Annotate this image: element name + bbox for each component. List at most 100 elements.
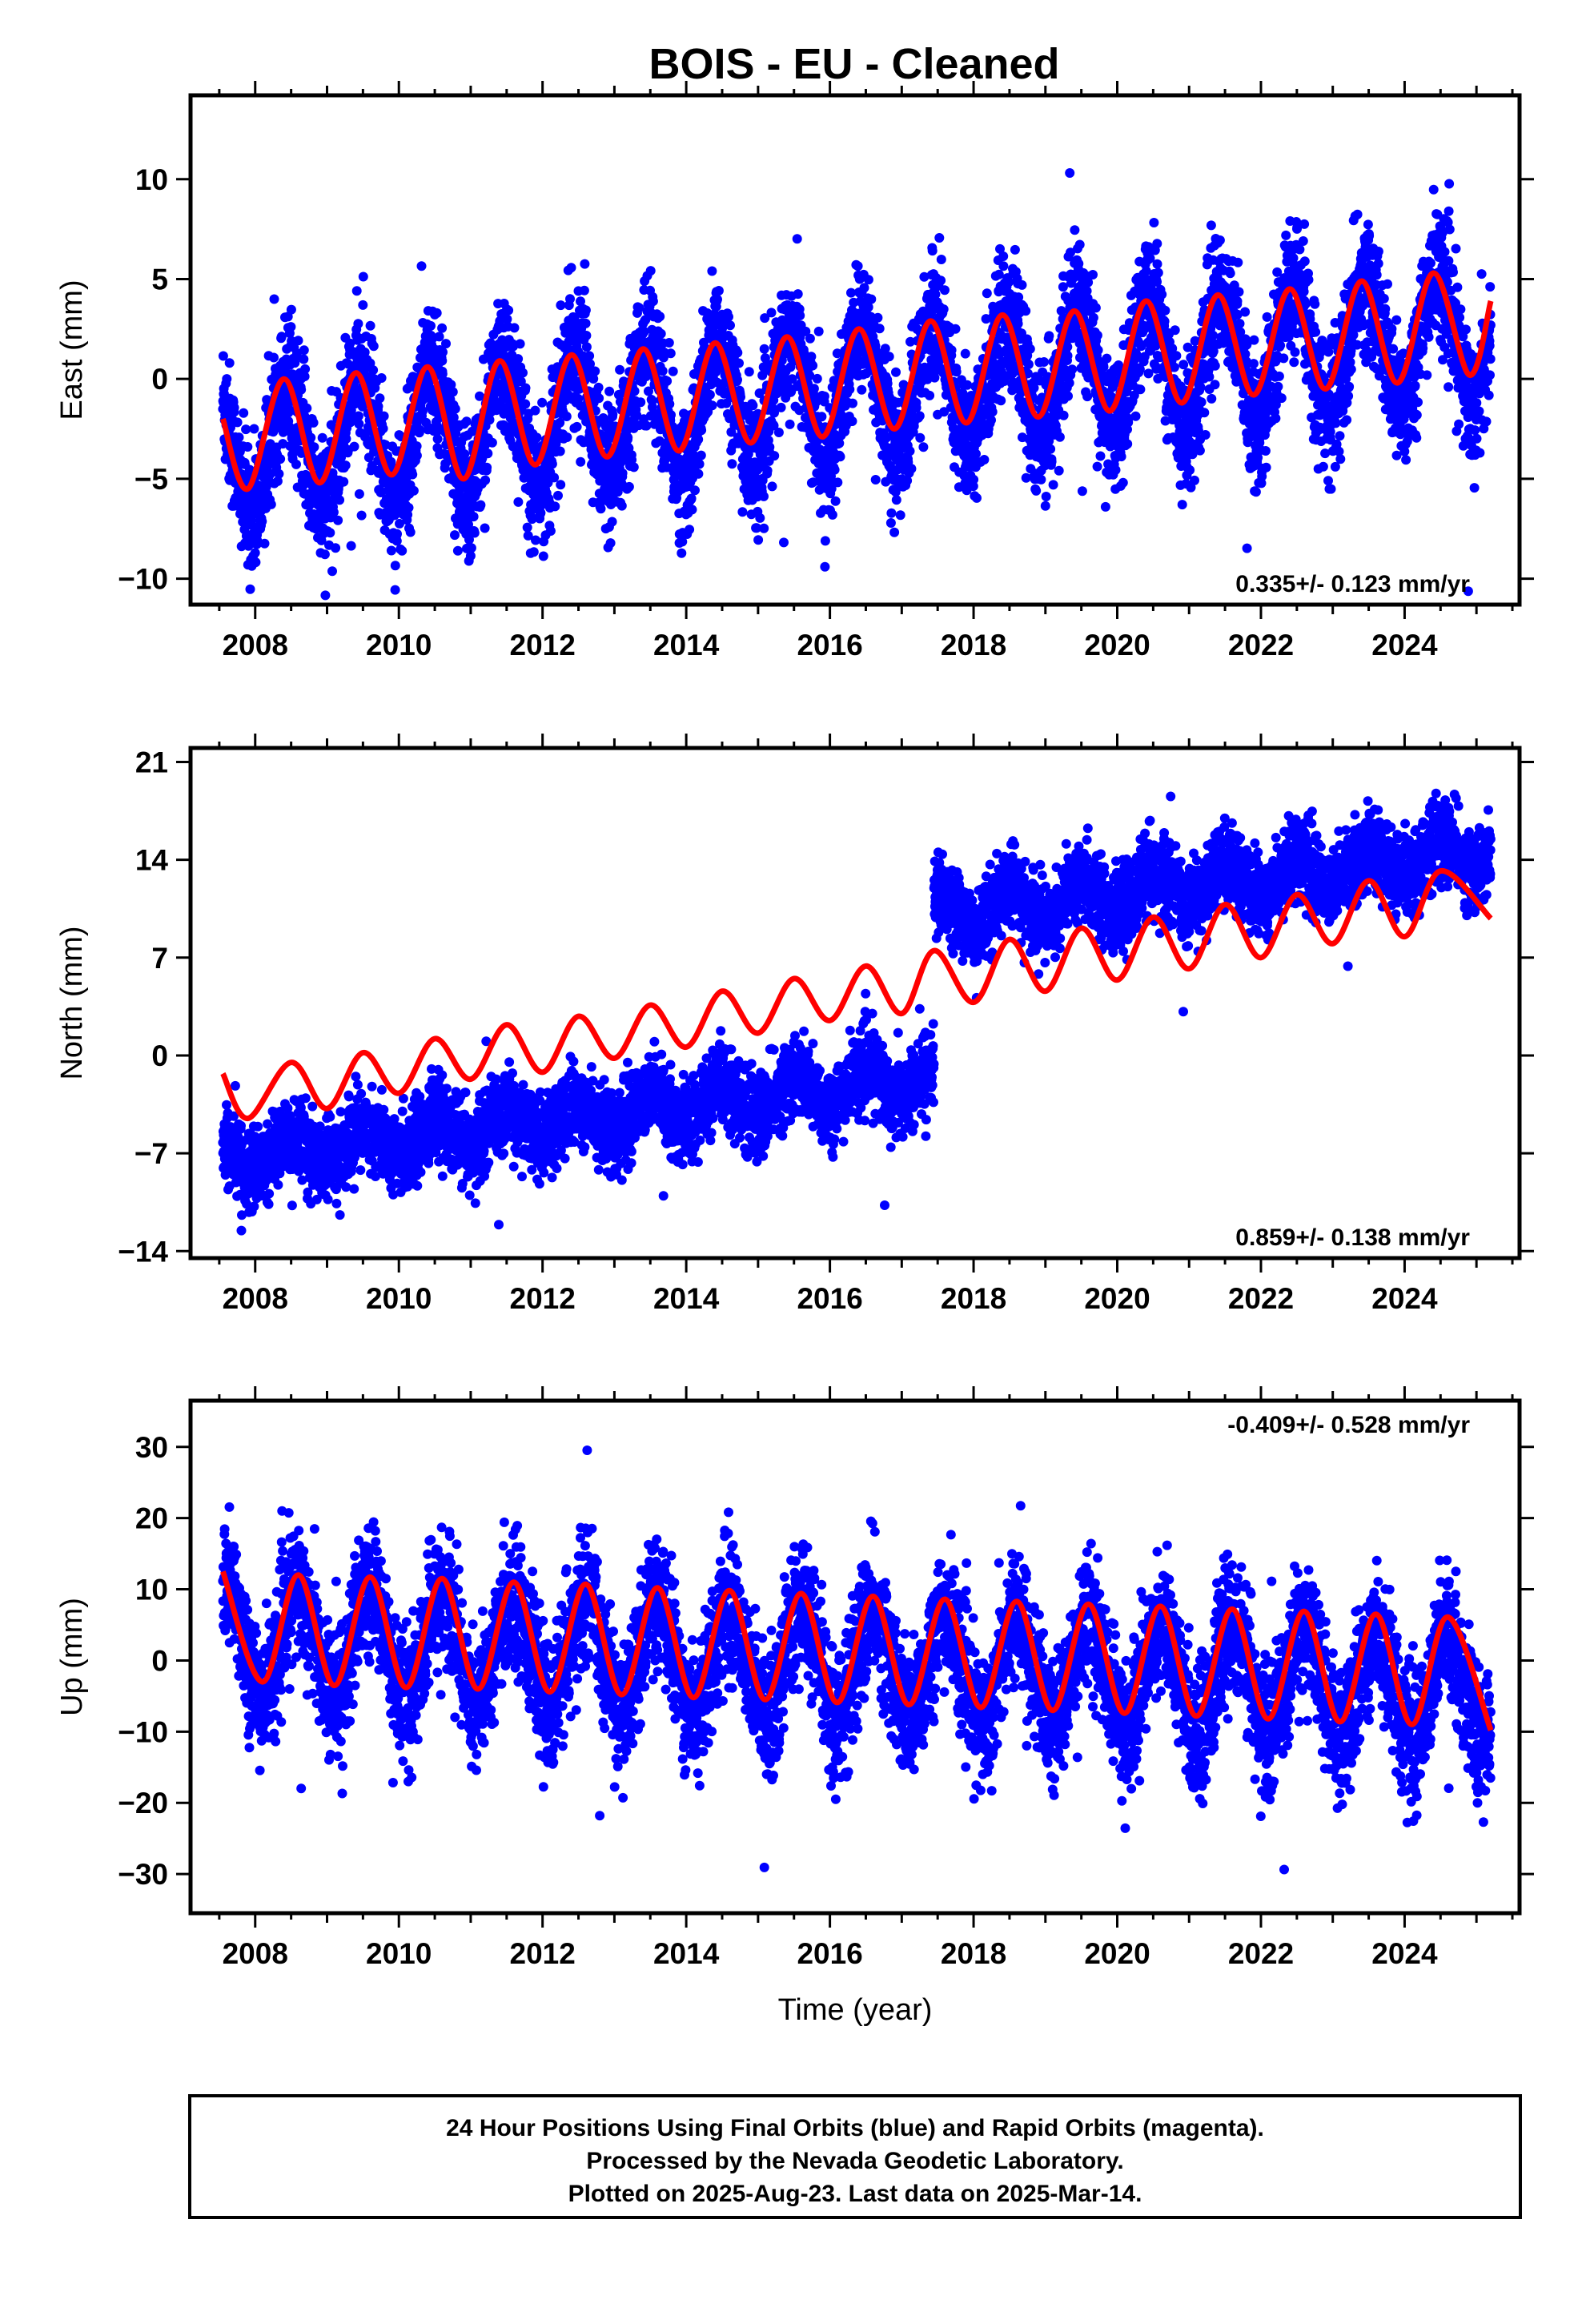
east-data-point: [275, 454, 286, 464]
east-data-point: [866, 294, 877, 304]
east-data-point: [251, 557, 261, 568]
east-data-point: [1025, 344, 1035, 354]
east-data-point: [569, 314, 580, 324]
east-data-point: [269, 352, 279, 363]
figure-title: BOIS - EU - Cleaned: [648, 40, 1059, 88]
east-data-point: [415, 424, 424, 435]
east-data-point: [341, 434, 351, 444]
east-data-point: [269, 294, 279, 304]
east-data-point: [572, 421, 582, 432]
east-data-point: [1074, 259, 1084, 269]
east-data-point: [245, 584, 255, 594]
east-data-point: [808, 360, 818, 371]
east-data-point: [229, 403, 239, 412]
east-data-point: [243, 442, 253, 452]
east-data-point: [1066, 247, 1075, 258]
east-data-point: [776, 402, 786, 412]
east-data-point: [265, 468, 275, 479]
east-data-point: [685, 525, 695, 535]
east-data-point: [375, 488, 386, 497]
east-data-point: [645, 266, 656, 276]
east-data-point: [693, 434, 704, 444]
east-data-point: [813, 326, 824, 336]
east-data-point: [378, 424, 388, 434]
east-data-point: [308, 417, 319, 428]
east-data-point: [1185, 465, 1195, 475]
east-data-point: [664, 338, 674, 348]
east-data-point: [336, 452, 346, 463]
east-data-point: [1153, 267, 1163, 278]
east-data-point: [1074, 239, 1085, 250]
east-data-point: [1152, 239, 1162, 249]
east-data-point: [484, 415, 495, 425]
east-data-point: [555, 417, 565, 428]
east-data-point: [891, 495, 901, 505]
east-data-point: [1041, 492, 1051, 501]
east-data-point: [561, 412, 572, 421]
east-data-point: [940, 285, 950, 296]
east-data-point: [515, 339, 525, 349]
east-data-point: [895, 510, 905, 521]
east-data-point: [752, 523, 762, 533]
east-data-point: [665, 399, 675, 409]
east-data-point: [925, 390, 935, 400]
east-data-point: [923, 331, 934, 340]
east-data-point: [994, 269, 1004, 279]
east-data-point: [581, 342, 592, 352]
east-data-point: [320, 590, 331, 601]
east-data-point: [755, 513, 765, 523]
east-data-point: [1014, 292, 1024, 303]
east-data-point: [519, 472, 529, 483]
east-data-point: [379, 411, 389, 421]
east-data-point: [1100, 501, 1110, 512]
east-data-point: [727, 459, 737, 469]
east-data-point: [817, 412, 827, 422]
east-data-point: [438, 347, 448, 357]
east-data-point: [1160, 305, 1170, 316]
east-data-point: [795, 311, 805, 320]
east-data-point: [853, 261, 863, 271]
east-data-point: [224, 358, 235, 368]
east-data-point: [627, 455, 637, 465]
east-data-point: [584, 351, 595, 361]
east-data-point: [604, 386, 615, 396]
east-data-point: [276, 332, 287, 342]
east-data-point: [857, 384, 867, 395]
east-data-point: [833, 477, 843, 488]
east-data-point: [1195, 382, 1206, 392]
east-data-point: [241, 424, 251, 435]
east-data-point: [480, 523, 490, 533]
east-data-point: [616, 501, 627, 511]
east-data-point: [531, 535, 540, 545]
east-data-point: [969, 474, 979, 485]
east-data-point: [624, 481, 634, 492]
east-data-point: [713, 286, 724, 296]
east-data-point: [759, 523, 769, 533]
east-data-point: [628, 462, 639, 472]
east-data-point: [448, 412, 459, 423]
east-data-point: [1149, 218, 1159, 227]
east-data-point: [553, 490, 563, 501]
east-data-point: [962, 380, 973, 390]
east-data-point: [518, 368, 528, 378]
east-data-point: [608, 409, 618, 420]
east-data-point: [340, 460, 351, 471]
east-data-point: [666, 410, 676, 420]
east-data-point: [759, 344, 769, 354]
east-data-point: [615, 364, 625, 375]
east-data-point: [333, 515, 343, 525]
east-data-point: [437, 356, 448, 366]
east-data-point: [522, 522, 532, 533]
east-data-point: [998, 261, 1009, 271]
east-data-point: [408, 469, 418, 480]
east-data-point: [859, 283, 869, 293]
east-data-point: [293, 336, 303, 346]
east-data-point: [934, 233, 945, 243]
east-data-point: [249, 424, 259, 434]
east-data-point: [299, 354, 309, 364]
east-data-point: [697, 425, 707, 436]
east-data-point: [1190, 475, 1199, 485]
east-data-point: [376, 373, 387, 383]
east-data-point: [594, 393, 604, 404]
east-data-point: [257, 517, 267, 526]
